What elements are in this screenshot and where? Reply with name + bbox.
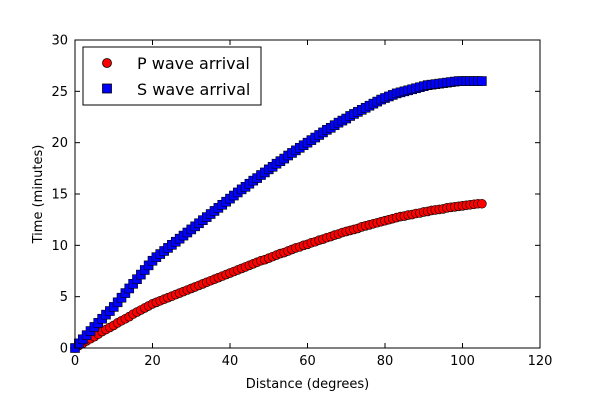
point-p-wave [477,198,487,209]
point-s-wave [477,76,487,86]
legend-marker-p-wave [102,58,112,68]
x-tick-label: 20 [144,354,161,369]
legend-marker-s-wave [102,83,112,94]
y-tick-label: 30 [51,34,68,49]
y-tick-label: 20 [51,136,68,151]
y-axis-label: Time (minutes) [31,145,46,245]
y-tick-label: 15 [51,188,68,203]
legend-label-p-wave: P wave arrival [137,54,250,73]
y-tick-label: 0 [60,342,68,357]
x-tick-label: 0 [71,354,79,369]
y-tick-label: 10 [51,239,68,254]
ticks-layer: 0 20 40 60 80 100 120 0 5 10 15 20 25 30 [51,34,552,370]
x-tick-label: 40 [222,354,239,369]
legend: P wave arrival S wave arrival [82,46,262,106]
y-tick-label: 5 [60,290,68,305]
x-tick-label: 60 [299,354,316,369]
series-layer [70,76,487,353]
series-1 [70,76,487,353]
x-tick-label: 80 [377,354,394,369]
x-axis-label: Distance (degrees) [246,377,369,392]
legend-label-s-wave: S wave arrival [137,80,250,99]
y-tick-label: 25 [51,85,68,100]
x-tick-label: 120 [528,354,553,369]
x-tick-label: 100 [450,354,475,369]
legend-box [82,46,262,106]
